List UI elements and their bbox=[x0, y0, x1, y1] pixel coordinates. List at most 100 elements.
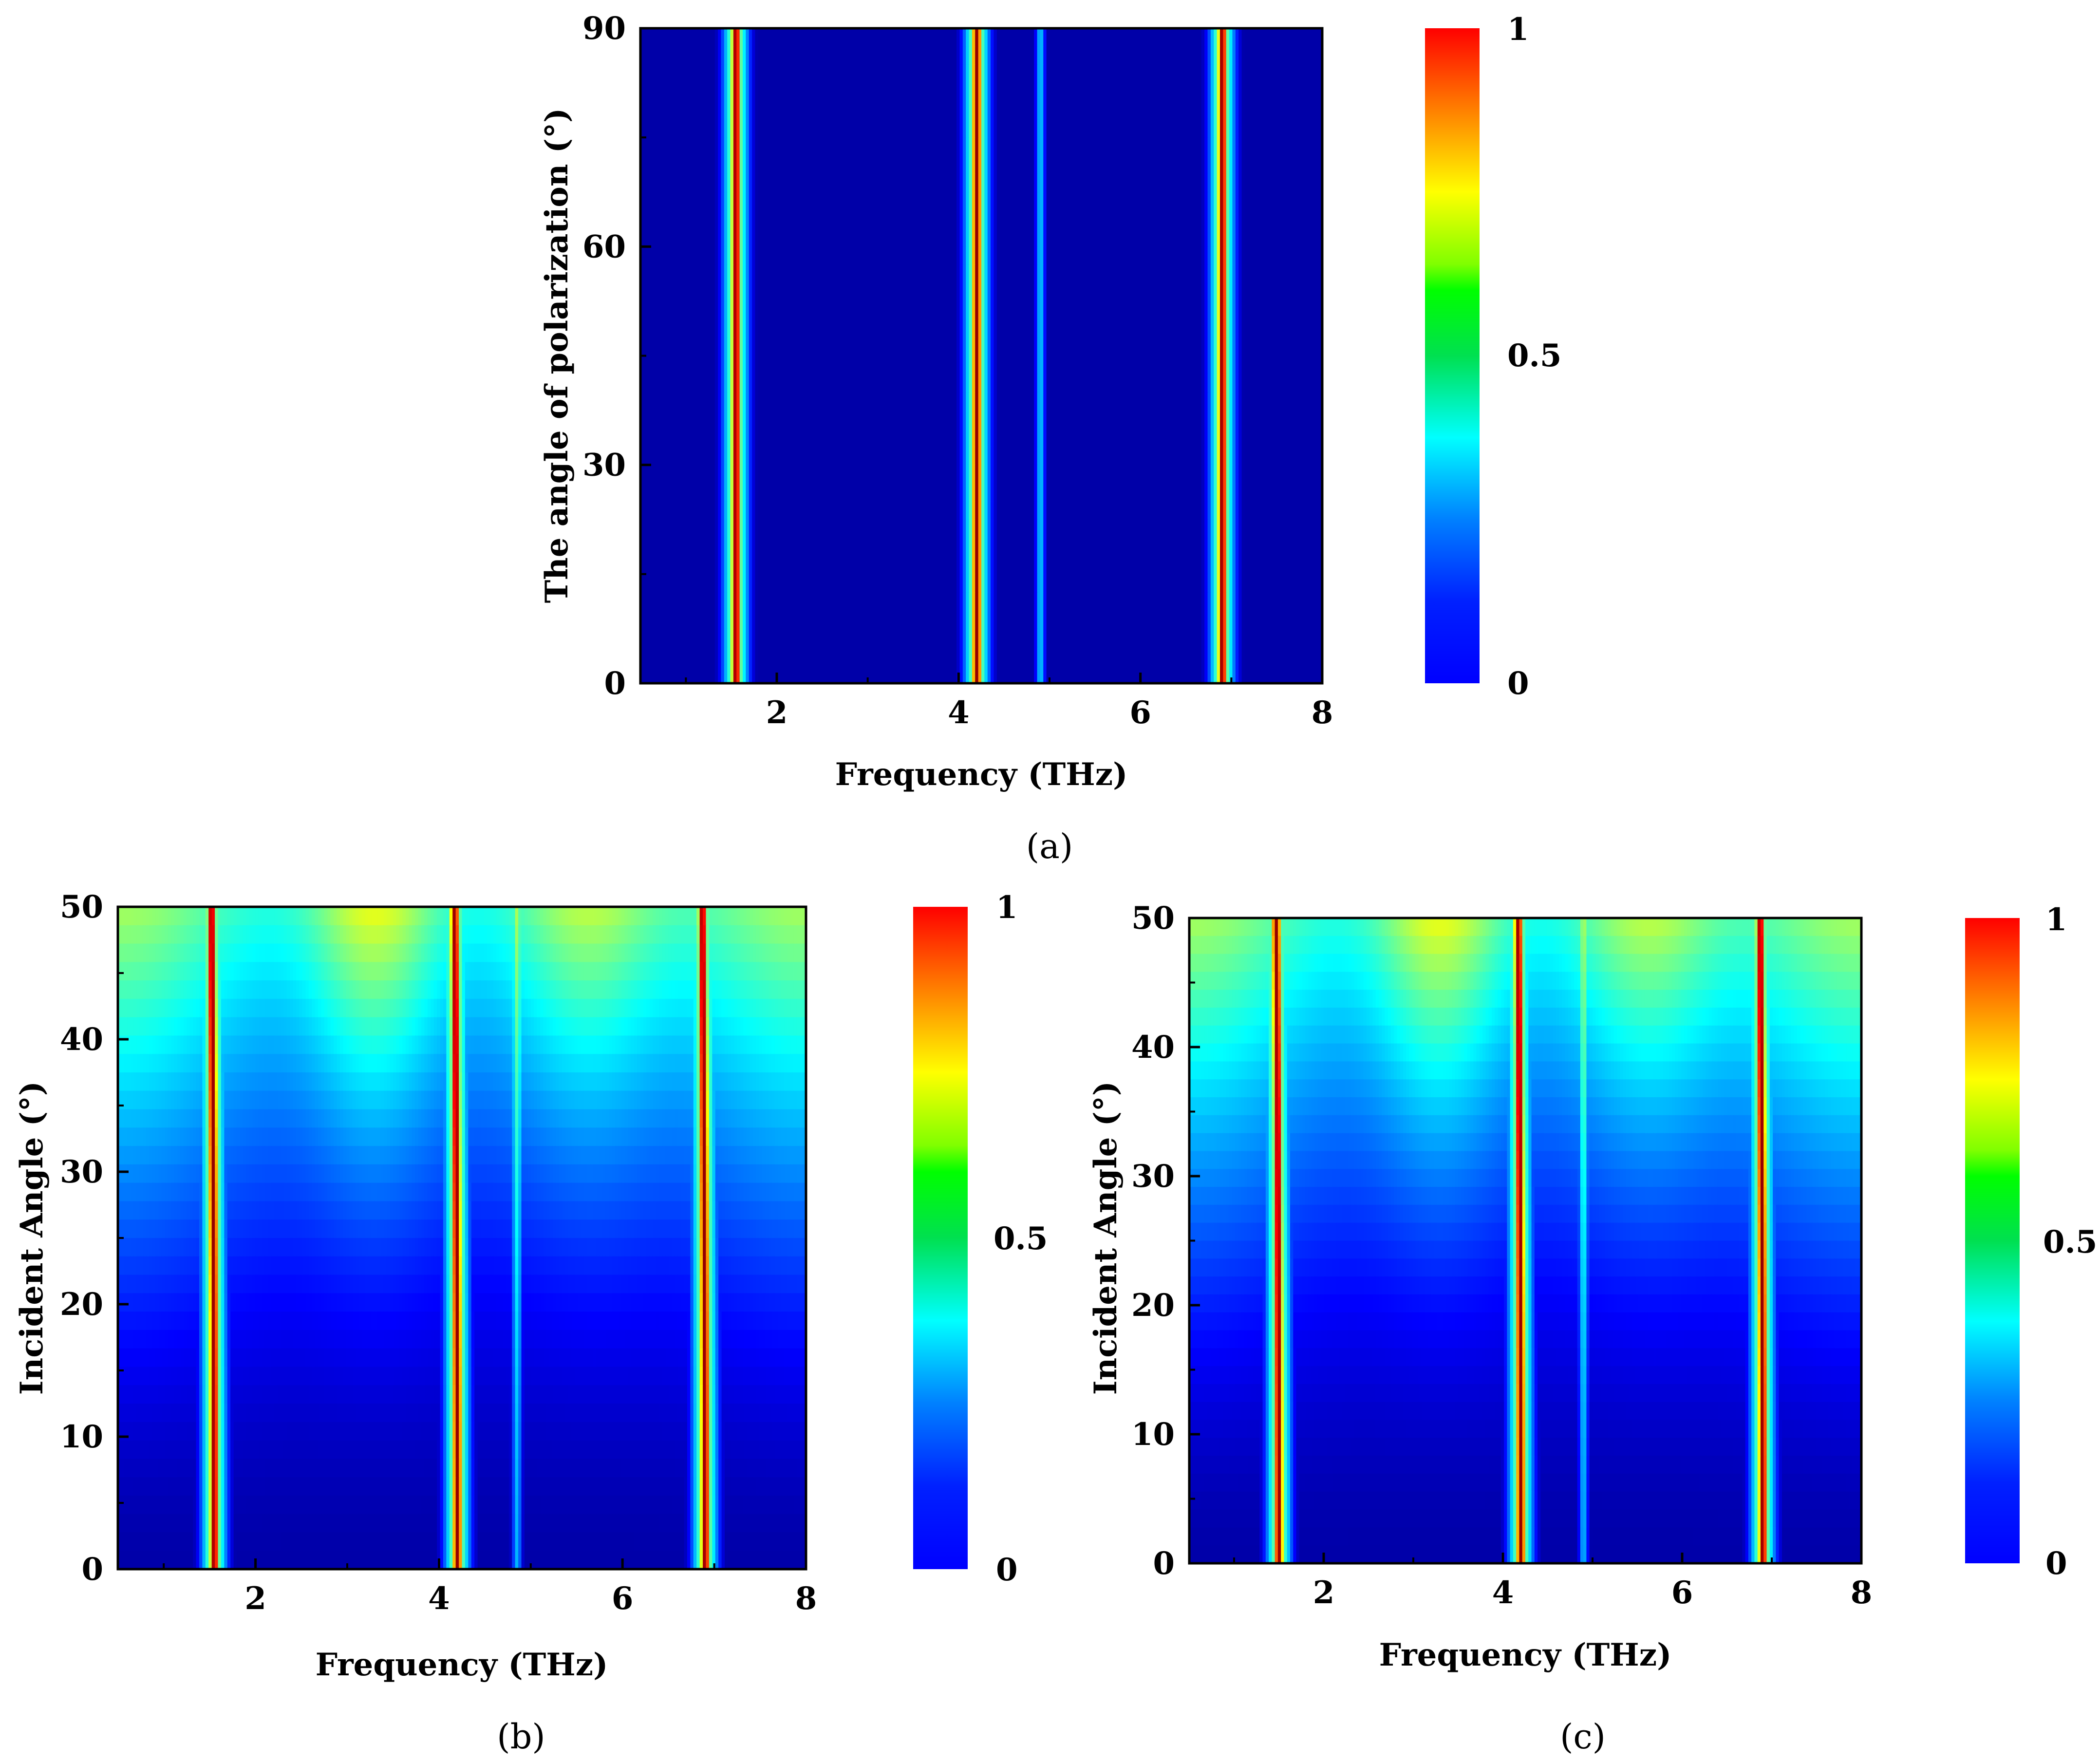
heatmap-cell bbox=[1108, 283, 1112, 302]
heatmap-cell bbox=[1273, 337, 1276, 356]
heatmap-cell bbox=[817, 119, 821, 138]
heatmap-cell bbox=[984, 28, 988, 47]
heatmap-cell bbox=[1235, 137, 1239, 156]
heatmap-cell bbox=[1303, 101, 1307, 120]
heatmap-cell bbox=[1148, 356, 1152, 375]
heatmap-cell bbox=[1278, 173, 1283, 193]
heatmap-cell bbox=[811, 64, 815, 83]
heatmap-cell bbox=[925, 283, 929, 302]
heatmap-cell bbox=[1316, 192, 1320, 211]
heatmap-cell bbox=[1282, 137, 1286, 156]
heatmap-cell bbox=[1266, 410, 1270, 429]
heatmap-cell bbox=[894, 283, 898, 302]
heatmap-cell bbox=[764, 356, 768, 375]
heatmap-cell bbox=[1018, 83, 1022, 102]
heatmap-cell bbox=[972, 283, 976, 302]
heatmap-cell bbox=[1210, 101, 1215, 120]
heatmap-cell bbox=[1025, 264, 1029, 283]
heatmap-cell bbox=[659, 83, 663, 102]
heatmap-cell bbox=[932, 173, 936, 193]
heatmap-cell bbox=[1059, 192, 1063, 211]
heatmap-cell bbox=[894, 173, 898, 193]
heatmap-cell bbox=[736, 64, 740, 83]
heatmap-cell bbox=[885, 83, 889, 102]
heatmap-cell bbox=[1312, 392, 1317, 411]
heatmap-cell bbox=[959, 46, 963, 65]
heatmap-cell bbox=[675, 46, 678, 65]
heatmap-cell bbox=[848, 228, 852, 247]
heatmap-cell bbox=[1068, 264, 1072, 283]
heatmap-cell bbox=[882, 283, 886, 302]
heatmap-cell bbox=[851, 410, 855, 429]
heatmap-cell bbox=[640, 337, 644, 356]
heatmap-cell bbox=[1148, 137, 1152, 156]
heatmap-cell bbox=[907, 101, 911, 120]
heatmap-cell bbox=[835, 228, 840, 247]
heatmap-cell bbox=[1124, 356, 1127, 375]
heatmap-cell bbox=[1303, 173, 1307, 193]
heatmap-cell bbox=[913, 410, 917, 429]
heatmap-cell bbox=[749, 392, 752, 411]
heatmap-cell bbox=[675, 83, 678, 102]
heatmap-cell bbox=[966, 119, 970, 138]
heatmap-cell bbox=[1214, 83, 1218, 102]
heatmap-cell bbox=[928, 46, 932, 65]
heatmap-cell bbox=[1204, 192, 1208, 211]
heatmap-cell bbox=[981, 192, 985, 211]
heatmap-cell bbox=[786, 246, 790, 265]
heatmap-cell bbox=[832, 192, 836, 211]
heatmap-cell bbox=[807, 356, 811, 375]
heatmap-cell bbox=[1220, 356, 1224, 375]
heatmap-cell bbox=[659, 101, 663, 120]
heatmap-cell bbox=[941, 228, 945, 247]
heatmap-cell bbox=[1105, 392, 1109, 411]
heatmap-cell bbox=[1040, 319, 1044, 338]
heatmap-cell bbox=[805, 428, 808, 448]
heatmap-cell bbox=[1275, 101, 1279, 120]
heatmap-cell bbox=[795, 210, 799, 229]
heatmap-cell bbox=[761, 374, 765, 393]
heatmap-cell bbox=[665, 337, 669, 356]
heatmap-cell bbox=[981, 392, 985, 411]
heatmap-cell bbox=[1108, 28, 1112, 47]
heatmap-cell bbox=[1210, 337, 1215, 356]
heatmap-cell bbox=[873, 155, 877, 174]
heatmap-cell bbox=[786, 301, 790, 320]
heatmap-cell bbox=[1269, 264, 1273, 283]
heatmap-cell bbox=[987, 319, 991, 338]
heatmap-cell bbox=[789, 46, 793, 65]
heatmap-cell bbox=[752, 28, 756, 47]
heatmap-cell bbox=[1034, 210, 1038, 229]
heatmap-cell bbox=[1065, 46, 1069, 65]
heatmap-cell bbox=[888, 356, 892, 375]
heatmap-cell bbox=[1071, 28, 1075, 47]
heatmap-cell bbox=[854, 83, 858, 102]
heatmap-cell bbox=[873, 28, 877, 47]
heatmap-cell bbox=[743, 46, 747, 65]
heatmap-cell bbox=[1142, 319, 1146, 338]
heatmap-cell bbox=[1152, 192, 1156, 211]
heatmap-cell bbox=[773, 155, 777, 174]
heatmap-cell bbox=[743, 173, 747, 193]
heatmap-cell bbox=[1269, 410, 1273, 429]
heatmap-cell bbox=[1093, 264, 1097, 283]
heatmap-cell bbox=[1055, 83, 1059, 102]
heatmap-cell bbox=[1052, 101, 1056, 120]
heatmap-cell bbox=[1170, 374, 1174, 393]
heatmap-cell bbox=[959, 28, 963, 47]
heatmap-cell bbox=[1096, 319, 1100, 338]
heatmap-cell bbox=[984, 228, 988, 247]
heatmap-cell bbox=[1260, 83, 1264, 102]
heatmap-cell bbox=[1052, 319, 1056, 338]
heatmap-cell bbox=[789, 119, 793, 138]
heatmap-cell bbox=[938, 192, 942, 211]
heatmap-cell bbox=[1102, 155, 1106, 174]
heatmap-cell bbox=[696, 228, 700, 247]
heatmap-cell bbox=[851, 137, 855, 156]
heatmap-cell bbox=[1127, 119, 1131, 138]
heatmap-cell bbox=[956, 137, 960, 156]
heatmap-cell bbox=[1152, 392, 1156, 411]
heatmap-cell bbox=[1009, 28, 1013, 47]
heatmap-cell bbox=[956, 101, 960, 120]
heatmap-cell bbox=[1201, 246, 1205, 265]
